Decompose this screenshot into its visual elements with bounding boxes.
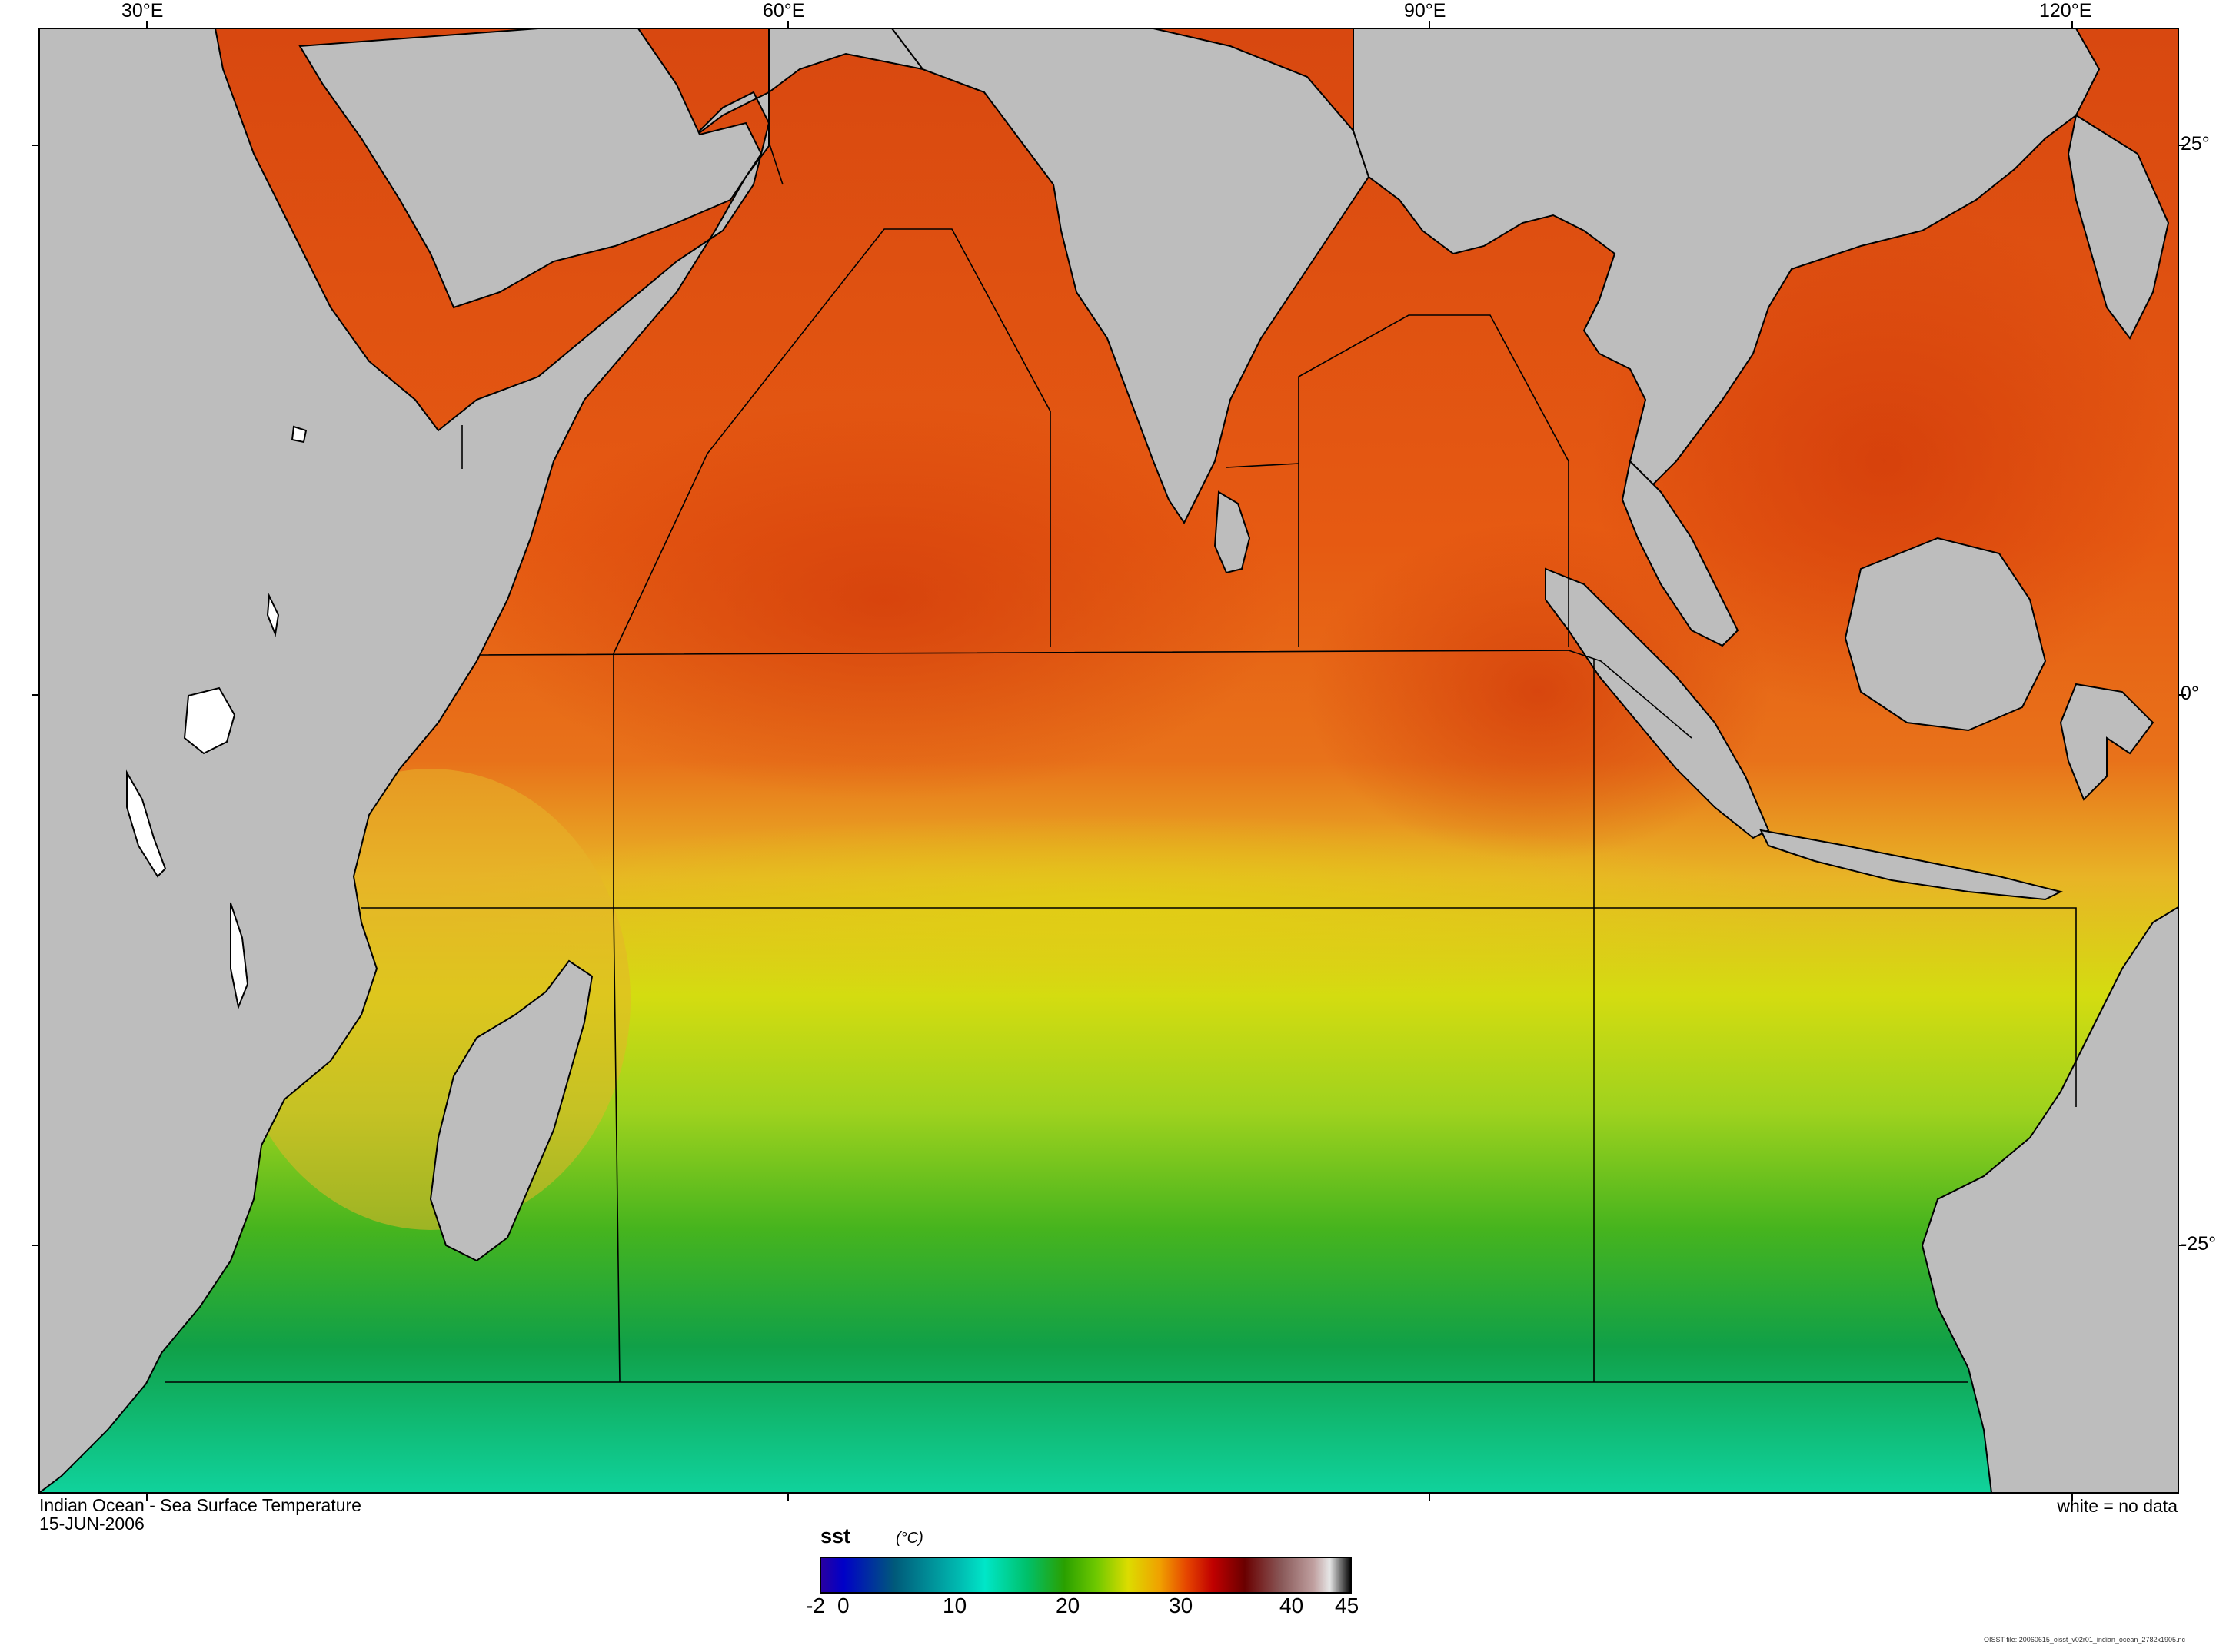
colorbar-tick-30: 30 — [1169, 1594, 1193, 1617]
sulawesi-land — [2059, 683, 2154, 801]
colorbar-unit: (°C) — [896, 1530, 923, 1547]
java-land — [1759, 829, 2063, 901]
bay-of-bengal-boundary — [1298, 314, 1569, 647]
borneo-land — [1844, 537, 2047, 732]
arabian-sea-boundary — [613, 228, 1051, 654]
no-data-patches — [126, 425, 308, 1010]
axis-ticks — [32, 21, 2186, 1501]
mid-indian-ocean-boundary — [361, 907, 2077, 1107]
lake-victoria-patch — [183, 686, 236, 755]
colorbar-tick-0: 0 — [837, 1594, 850, 1617]
small-lake-patch — [291, 425, 308, 444]
sri-lanka-land — [1213, 490, 1251, 574]
source-file-note: OISST file: 20060615_oisst_v02r01_indian… — [1983, 1636, 2185, 1644]
lake-malawi-patch — [230, 902, 249, 1010]
north-indian-ocean-boundary — [481, 650, 1692, 739]
colorbar-tick-40: 40 — [1279, 1594, 1304, 1617]
colorbar-tick-10: 10 — [943, 1594, 967, 1617]
colorbar-ramp — [820, 1557, 1352, 1594]
colorbar-tick-45: 45 — [1335, 1594, 1359, 1617]
colorbar-tick-neg2: -2 — [806, 1594, 825, 1617]
no-data-note: white = no data — [2057, 1496, 2178, 1516]
map-frame — [38, 28, 2179, 1494]
west-indian-ocean-boundary — [613, 653, 621, 1383]
lake-turkana-patch — [266, 593, 280, 637]
arabia-land — [298, 28, 763, 309]
madagascar-land — [429, 959, 594, 1262]
map-title: Indian Ocean - Sea Surface Temperature — [39, 1495, 361, 1515]
central-asia-land — [768, 28, 925, 94]
philippines-land — [2067, 114, 2170, 340]
caption-block: Indian Ocean - Sea Surface Temperature 1… — [39, 1496, 361, 1533]
lon-label-120e: 120°E — [2039, 0, 2092, 22]
persian-gulf-boundary — [768, 141, 784, 185]
lat-label-0: 0° — [2181, 683, 2199, 704]
australia-land — [1921, 906, 2178, 1493]
region-boundaries — [165, 141, 2077, 1383]
lake-tanganyika-patch — [126, 769, 167, 878]
colorbar-tick-20: 20 — [1056, 1594, 1080, 1617]
land-masses — [39, 28, 2178, 1493]
lon-label-90e: 90°E — [1404, 0, 1446, 22]
lat-label-25s: -25° — [2181, 1233, 2216, 1255]
lon-label-30e: 30°E — [121, 0, 164, 22]
map-date: 15-JUN-2006 — [39, 1514, 145, 1534]
lon-label-60e: 60°E — [763, 0, 805, 22]
malay-peninsula-land — [1621, 459, 1739, 647]
sumatra-land — [1545, 567, 1770, 839]
lat-label-25n: 25° — [2181, 133, 2210, 155]
colorbar-variable: sst — [820, 1524, 851, 1547]
colorbar — [820, 1557, 1352, 1594]
ceylon-boundary — [1226, 463, 1299, 468]
southeast-asia-land — [1353, 28, 2101, 494]
